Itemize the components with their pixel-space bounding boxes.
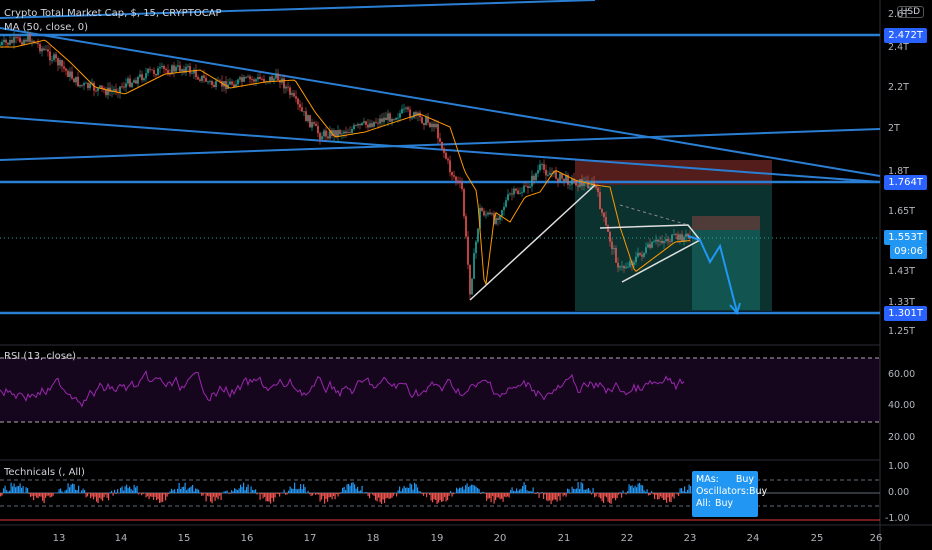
time-tick: 15	[177, 533, 191, 544]
resistance-marker[interactable]: 1.764T	[884, 175, 927, 190]
forecast-arrow-head	[729, 302, 741, 316]
tech-value: Buy	[714, 498, 734, 509]
time-tick: 23	[683, 533, 697, 544]
time-tick: 24	[746, 533, 760, 544]
trendline-top[interactable]	[0, 0, 596, 19]
tech-label: Oscillators:	[696, 486, 749, 497]
last-price-marker[interactable]: 1.553T	[884, 230, 927, 245]
technicals-legend[interactable]: Technicals (, All)	[4, 467, 85, 478]
time-tick: 22	[620, 533, 634, 544]
rsi-line	[0, 369, 685, 408]
rsi-tick: 20.00	[888, 432, 916, 443]
rsi-legend[interactable]: RSI (13, close)	[4, 351, 77, 362]
rsi-background	[0, 358, 880, 422]
ma-legend[interactable]: MA (50, close, 0)	[4, 22, 89, 33]
tech-label: MAs:	[696, 474, 719, 485]
trendline-descending-2[interactable]	[0, 116, 881, 183]
moving-average-line	[0, 39, 691, 286]
time-tick: 13	[52, 533, 66, 544]
time-tick: 26	[869, 533, 883, 544]
price-tick: 1.65T	[888, 206, 915, 217]
rsi-tick: 40.00	[888, 400, 916, 411]
price-tick: 1.33T	[888, 297, 915, 308]
time-tick: 19	[430, 533, 444, 544]
price-tick: 2.6T	[888, 9, 909, 20]
rsi-tick: 60.00	[888, 369, 916, 380]
trendline-ascending[interactable]	[0, 128, 881, 161]
risk-zone-2[interactable]	[692, 216, 760, 230]
time-tick: 16	[240, 533, 254, 544]
tech-value: Buy	[748, 486, 768, 497]
price-tick: 2T	[888, 123, 900, 134]
tech-value: Buy	[735, 474, 754, 485]
time-tick: 18	[366, 533, 380, 544]
technicals-histogram	[0, 482, 692, 505]
tech-tick: 1.00	[888, 461, 910, 472]
time-tick: 25	[810, 533, 824, 544]
technicals-summary[interactable]: MAs: Buy Oscillators: Buy All: Buy	[692, 471, 767, 517]
upper-line-marker[interactable]: 2.472T	[884, 28, 927, 43]
trendline-descending[interactable]	[0, 27, 881, 177]
support-marker[interactable]: 1.301T	[884, 306, 927, 321]
time-tick: 20	[493, 533, 507, 544]
price-candles	[0, 28, 691, 300]
reward-zone-1[interactable]	[575, 185, 772, 311]
currency-button[interactable]: USD	[896, 6, 924, 18]
price-tick: 2.2T	[888, 82, 909, 93]
candle-countdown: 09:06	[890, 244, 927, 259]
pennant-pattern[interactable]	[599, 224, 702, 283]
forecast-path[interactable]	[687, 235, 738, 313]
price-tick: 1.8T	[888, 166, 909, 177]
rising-wedge-line-1[interactable]	[469, 184, 596, 301]
price-tick: 1.25T	[888, 326, 915, 337]
price-tick: 2.4T	[888, 42, 909, 53]
time-tick: 21	[557, 533, 571, 544]
tech-tick: -1.00	[885, 513, 910, 524]
price-tick: 1.43T	[888, 266, 915, 277]
time-tick: 17	[303, 533, 317, 544]
tech-tick: 0.00	[888, 487, 910, 498]
time-tick: 14	[114, 533, 128, 544]
tech-label: All:	[696, 498, 711, 509]
symbol-legend[interactable]: Crypto Total Market Cap, $, 15, CRYPTOCA…	[4, 8, 222, 19]
